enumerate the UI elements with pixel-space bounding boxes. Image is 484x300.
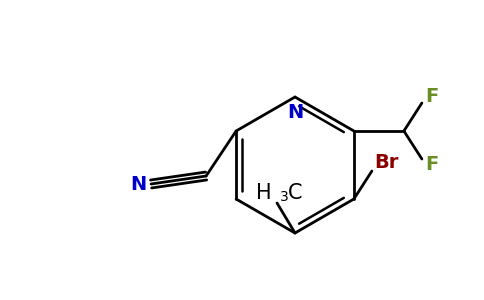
Text: C: C bbox=[288, 183, 302, 203]
Text: N: N bbox=[287, 103, 303, 122]
Text: H: H bbox=[257, 183, 272, 203]
Text: N: N bbox=[130, 175, 146, 194]
Text: Br: Br bbox=[374, 154, 398, 172]
Text: 3: 3 bbox=[280, 190, 289, 204]
Text: F: F bbox=[425, 155, 438, 175]
Text: F: F bbox=[425, 88, 438, 106]
